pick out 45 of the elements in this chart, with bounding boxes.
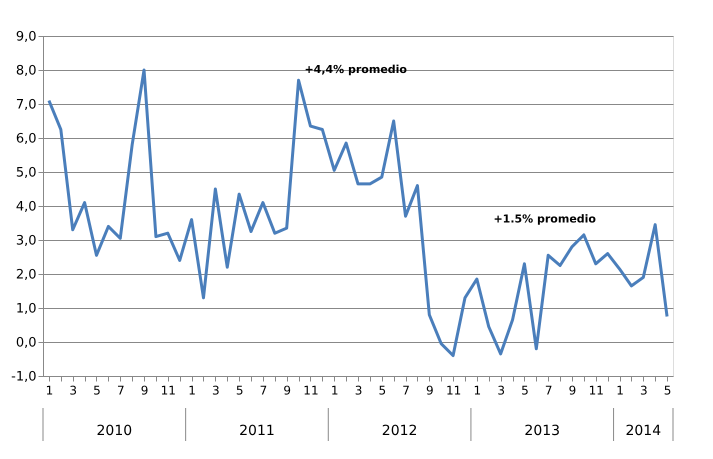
- x-tick-label: 5: [521, 384, 529, 398]
- x-tick-label: 5: [664, 384, 672, 398]
- x-tick-label: 3: [212, 384, 220, 398]
- y-tick-label: 6,0: [16, 132, 36, 146]
- y-tick-label: 1,0: [16, 302, 36, 316]
- y-tick-label: 9,0: [16, 30, 36, 44]
- y-tick-label: 2,0: [16, 268, 36, 282]
- x-tick-label: 7: [402, 384, 410, 398]
- x-tick-label: 9: [568, 384, 576, 398]
- text: 2013: [524, 423, 560, 439]
- x-tick-label: 11: [303, 384, 319, 398]
- x-tick-label: 11: [446, 384, 462, 398]
- x-tick-label: 9: [426, 384, 434, 398]
- y-tick-label: 8,0: [16, 64, 36, 78]
- x-tick-label: 3: [354, 384, 362, 398]
- x-tick-label: 3: [497, 384, 505, 398]
- annotation: +4,4% promedio: [304, 63, 408, 76]
- text: 2012: [382, 423, 418, 439]
- y-tick-label: 5,0: [16, 166, 36, 180]
- x-tick-label: 3: [69, 384, 78, 398]
- x-tick-label: 3: [640, 384, 648, 398]
- x-tick-label: 7: [260, 384, 268, 398]
- x-tick-label: 1: [330, 384, 339, 398]
- x-tick-label: 5: [93, 384, 101, 398]
- y-tick-label: 4,0: [16, 200, 36, 214]
- x-tick-label: 5: [378, 384, 386, 398]
- x-tick-label: 11: [588, 384, 604, 398]
- x-tick-label: 9: [283, 384, 291, 398]
- y-tick-label: 0,0: [16, 336, 36, 350]
- text: 2011: [239, 423, 275, 439]
- x-tick-label: 1: [474, 384, 482, 398]
- y-tick-label: -1,0: [11, 370, 36, 384]
- y-tick-label: 3,0: [16, 234, 36, 248]
- x-tick-label: 1: [188, 384, 196, 398]
- text: 2014: [625, 423, 662, 439]
- x-tick-label: 5: [236, 384, 244, 398]
- y-tick-label: 7,0: [16, 98, 36, 112]
- x-tick-label: 7: [116, 384, 125, 398]
- annotation: +1.5% promedio: [493, 212, 596, 226]
- x-tick-label: 11: [160, 384, 176, 398]
- x-tick-label: 9: [140, 384, 148, 398]
- text: 2010: [96, 423, 132, 439]
- x-tick-label: 1: [46, 384, 54, 398]
- x-tick-label: 1: [616, 384, 624, 398]
- x-tick-label: 7: [544, 384, 553, 398]
